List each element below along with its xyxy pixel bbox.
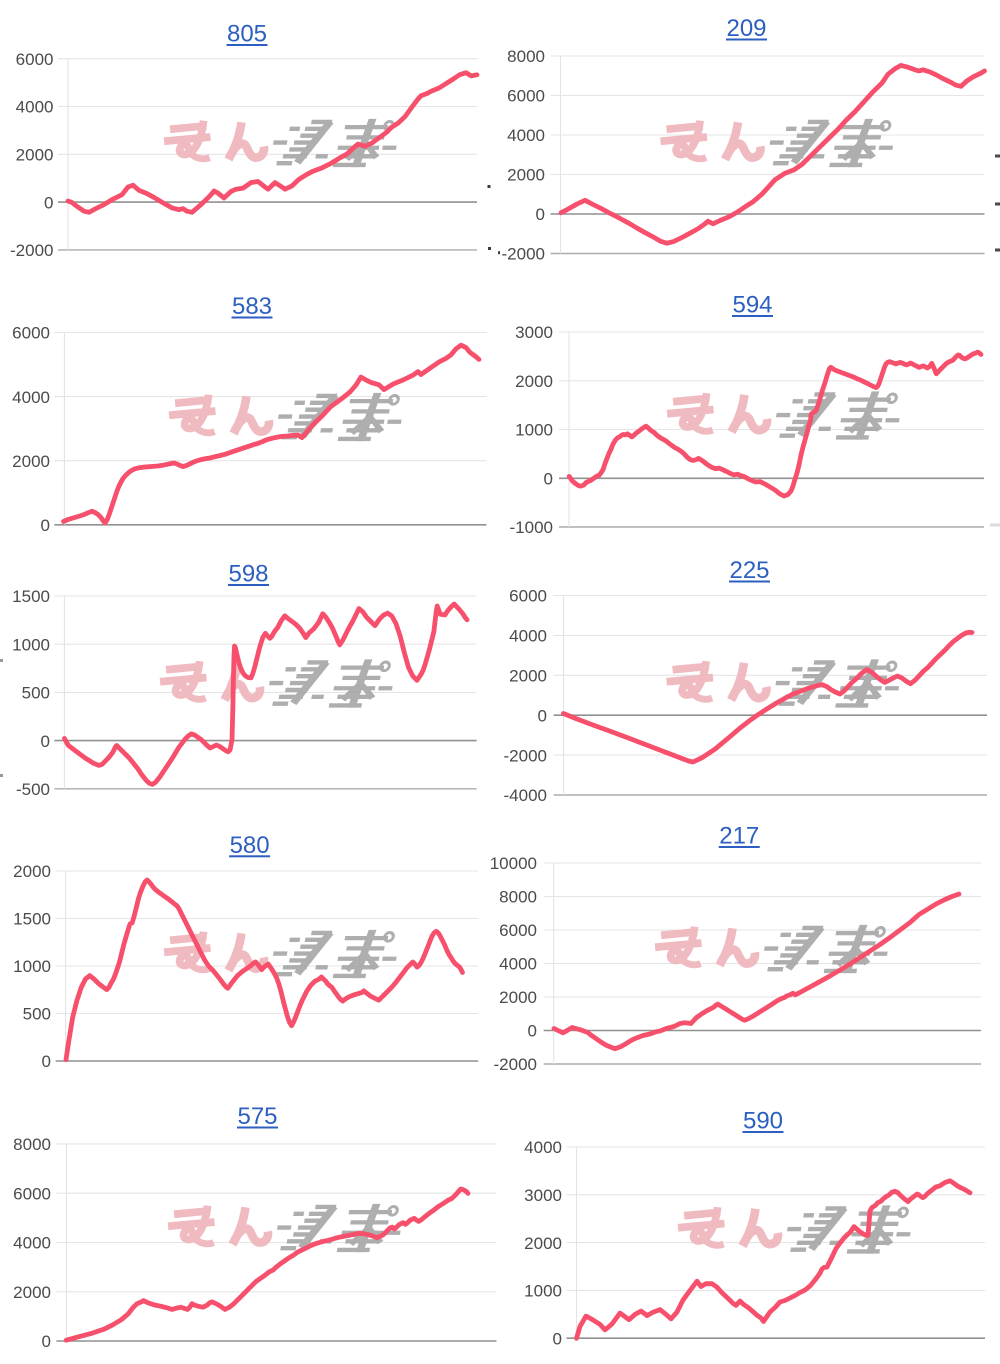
svg-text:8000: 8000 [13, 1135, 51, 1154]
svg-text:10000: 10000 [490, 854, 537, 873]
svg-text:6000: 6000 [499, 921, 537, 940]
svg-text:-2000: -2000 [502, 245, 545, 264]
svg-text:-2000: -2000 [504, 746, 547, 765]
svg-text:-1000: -1000 [510, 518, 553, 537]
svg-text:1000: 1000 [515, 421, 553, 440]
svg-text:209: 209 [726, 15, 766, 42]
svg-text:2000: 2000 [12, 452, 50, 471]
svg-text:0: 0 [42, 1052, 51, 1071]
svg-text:1500: 1500 [12, 587, 50, 606]
svg-text:1000: 1000 [13, 957, 51, 976]
svg-text:225: 225 [729, 557, 769, 584]
svg-text:6000: 6000 [12, 324, 50, 343]
svg-text:0: 0 [528, 1022, 537, 1041]
svg-text:6000: 6000 [13, 1184, 51, 1203]
svg-text:4000: 4000 [16, 98, 54, 117]
svg-text:0: 0 [553, 1329, 562, 1348]
svg-text:0: 0 [536, 205, 545, 224]
svg-text:598: 598 [228, 561, 268, 588]
svg-text:2000: 2000 [16, 146, 54, 165]
svg-text:-4000: -4000 [504, 786, 547, 805]
svg-text:1500: 1500 [13, 910, 51, 929]
svg-text:590: 590 [743, 1108, 783, 1135]
svg-text:4000: 4000 [12, 388, 50, 407]
svg-text:2000: 2000 [509, 667, 547, 686]
svg-text:0: 0 [41, 516, 50, 535]
svg-text:2000: 2000 [524, 1234, 562, 1253]
svg-text:-2000: -2000 [10, 241, 53, 260]
svg-text:6000: 6000 [16, 50, 54, 69]
svg-text:3000: 3000 [524, 1186, 562, 1205]
svg-text:2000: 2000 [13, 1283, 51, 1302]
svg-text:594: 594 [732, 292, 772, 319]
svg-text:-500: -500 [16, 780, 50, 799]
svg-text:2000: 2000 [507, 166, 545, 185]
svg-text:575: 575 [237, 1103, 277, 1130]
svg-text:583: 583 [232, 293, 272, 320]
svg-text:4000: 4000 [13, 1234, 51, 1253]
svg-text:217: 217 [719, 823, 759, 850]
svg-text:4000: 4000 [524, 1138, 562, 1157]
svg-text:500: 500 [22, 684, 50, 703]
svg-text:0: 0 [44, 193, 53, 212]
svg-text:580: 580 [230, 832, 270, 859]
svg-text:1000: 1000 [524, 1282, 562, 1301]
svg-text:500: 500 [23, 1005, 51, 1024]
svg-text:8000: 8000 [507, 47, 545, 66]
svg-text:4000: 4000 [499, 955, 537, 974]
svg-text:3000: 3000 [515, 323, 553, 342]
svg-text:-2000: -2000 [494, 1055, 537, 1074]
svg-text:4000: 4000 [509, 627, 547, 646]
svg-text:0: 0 [41, 732, 50, 751]
svg-text:6000: 6000 [507, 87, 545, 106]
svg-text:2000: 2000 [515, 372, 553, 391]
svg-text:0: 0 [544, 470, 553, 489]
svg-text:8000: 8000 [499, 888, 537, 907]
svg-text:0: 0 [538, 706, 547, 725]
svg-text:6000: 6000 [509, 587, 547, 606]
svg-text:2000: 2000 [13, 862, 51, 881]
svg-text:0: 0 [42, 1332, 51, 1351]
svg-text:2000: 2000 [499, 988, 537, 1007]
svg-text:4000: 4000 [507, 126, 545, 145]
svg-text:805: 805 [227, 21, 267, 48]
svg-text:1000: 1000 [12, 635, 50, 654]
